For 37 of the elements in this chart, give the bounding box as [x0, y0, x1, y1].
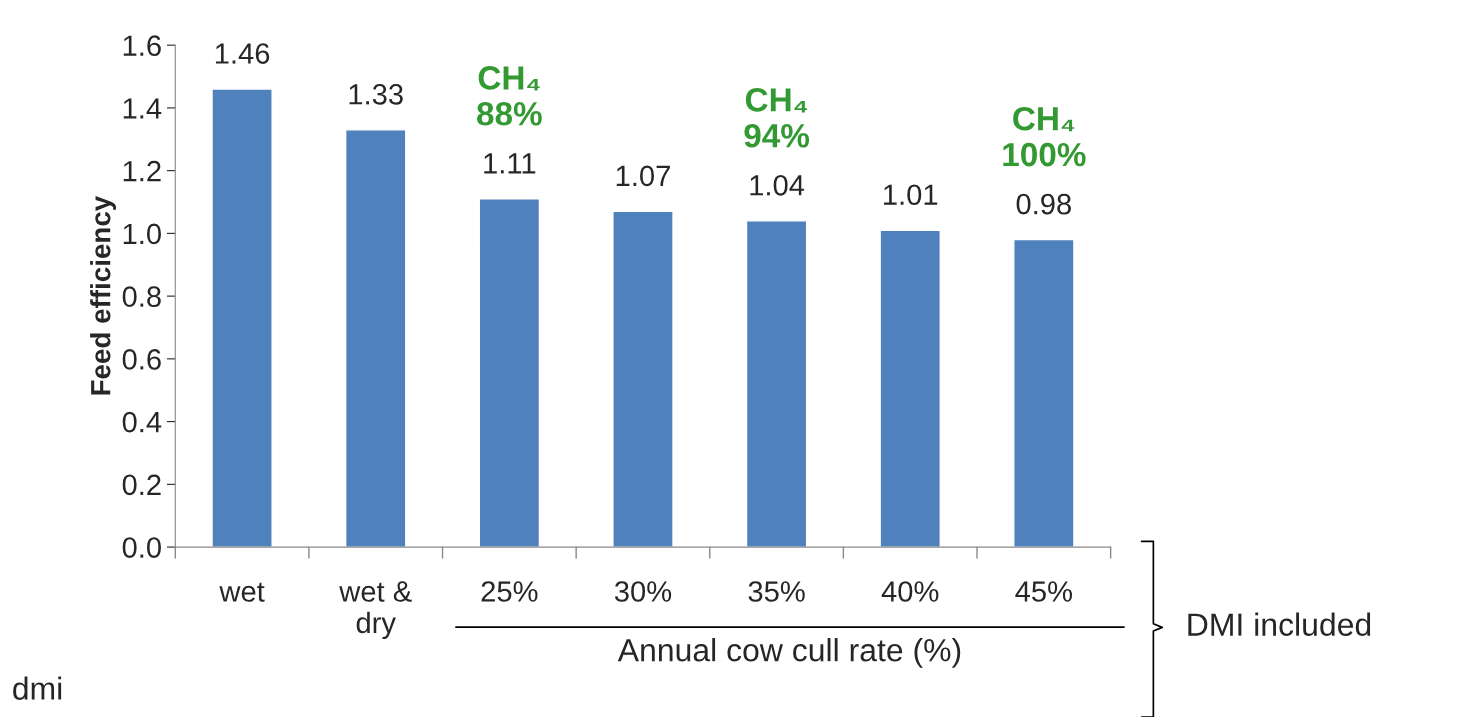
text: dmi — [13, 676, 62, 700]
bar — [879, 229, 941, 548]
data-label: 0.98 — [1016, 193, 1071, 215]
y-tick-label: 1.0 — [123, 223, 161, 245]
x-tick-label: 35% — [748, 581, 805, 602]
data-label: 1.46 — [215, 43, 270, 64]
data-label: 1.11 — [484, 153, 536, 174]
y-tick-label: 0.2 — [122, 474, 161, 496]
x-tick-label: wet & dry — [339, 581, 412, 640]
annotation: CH₄ 100% — [1003, 106, 1086, 167]
text: DMI included — [1188, 612, 1371, 636]
annotation: CH₄ 94% — [744, 88, 810, 148]
bar — [1013, 238, 1075, 548]
x-tick-label: 45% — [1015, 581, 1072, 602]
y-tick-label: 1.6 — [123, 35, 161, 57]
bar — [612, 210, 674, 548]
data-label: 1.07 — [616, 165, 670, 187]
bar — [745, 220, 808, 548]
x-tick-label: 40% — [881, 581, 939, 602]
y-tick-label: 0.0 — [122, 537, 161, 558]
x-axis-title: Annual cow cull rate (%) — [617, 638, 961, 668]
x-tick-label: wet — [219, 582, 265, 602]
data-label: 1.01 — [884, 184, 938, 206]
bar — [344, 129, 407, 548]
bar — [211, 88, 273, 548]
y-axis-title: Feed efficiency — [90, 195, 116, 395]
bar — [478, 198, 541, 548]
y-tick-label: 0.4 — [122, 411, 162, 433]
annotation: CH₄ 88% — [477, 66, 542, 126]
y-tick-label: 0.8 — [122, 286, 161, 307]
y-tick-label: 1.4 — [123, 98, 162, 119]
y-tick-label: 1.2 — [123, 160, 161, 182]
x-tick-label: 30% — [614, 581, 672, 602]
x-tick-label: 25% — [481, 581, 538, 602]
y-tick-label: 0.6 — [122, 349, 161, 370]
data-label: 1.33 — [349, 84, 403, 105]
data-label: 1.04 — [750, 174, 805, 196]
